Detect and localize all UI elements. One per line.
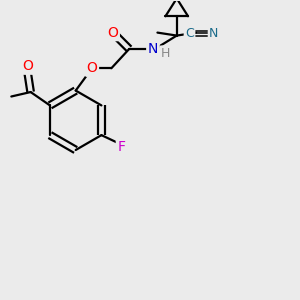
Text: N: N [148,42,158,56]
Text: O: O [22,59,33,73]
Text: O: O [87,61,98,75]
Text: F: F [117,140,125,154]
Text: H: H [161,47,170,60]
Text: C: C [185,27,194,40]
Text: N: N [209,27,219,40]
Text: O: O [107,26,118,40]
